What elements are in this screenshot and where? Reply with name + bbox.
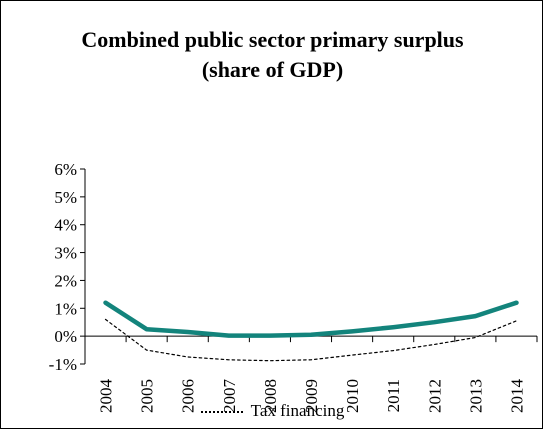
x-tick-label: 2004 [97, 379, 116, 414]
chart-title-line-1: Combined public sector primary surplus [81, 27, 464, 52]
y-tick-label: 2% [54, 271, 77, 290]
x-tick-label: 2011 [384, 379, 403, 412]
chart-title: Combined public sector primary surplus (… [1, 25, 542, 85]
y-tick-label: 4% [54, 216, 77, 235]
legend: Tax financing [1, 400, 542, 422]
x-tick-label: 2007 [220, 379, 239, 414]
y-tick-label: 1% [54, 299, 77, 318]
x-tick-label: 2006 [179, 379, 198, 413]
chart-title-line-2: (share of GDP) [201, 57, 344, 82]
labels-layer: -1% 0% 1% 2% 3% 4% 5% 6% 2004 2005 2006 2007 2008 200… [49, 160, 527, 413]
x-tick-label: 2013 [466, 379, 485, 413]
y-tick-label: 5% [54, 188, 77, 207]
y-tick-label: 0% [54, 327, 77, 346]
y-tick-label: 3% [54, 244, 77, 263]
series-layer [103, 300, 519, 362]
x-tick-label: 2010 [343, 379, 362, 413]
y-tick-label: -1% [49, 355, 77, 374]
x-tick-label: 2005 [138, 379, 157, 413]
x-tick-label: 2009 [302, 379, 321, 413]
x-tick-label: 2008 [261, 379, 280, 413]
legend-dotted-line-swatch [200, 411, 243, 414]
x-tick-label: 2014 [507, 379, 526, 414]
series-line-tax-financing [104, 318, 518, 362]
legend-label-tax-financing: Tax financing [250, 401, 345, 420]
series-line-primary-surplus [103, 300, 519, 338]
x-tick-label: 2012 [425, 379, 444, 413]
y-tick-label: 6% [54, 160, 77, 179]
